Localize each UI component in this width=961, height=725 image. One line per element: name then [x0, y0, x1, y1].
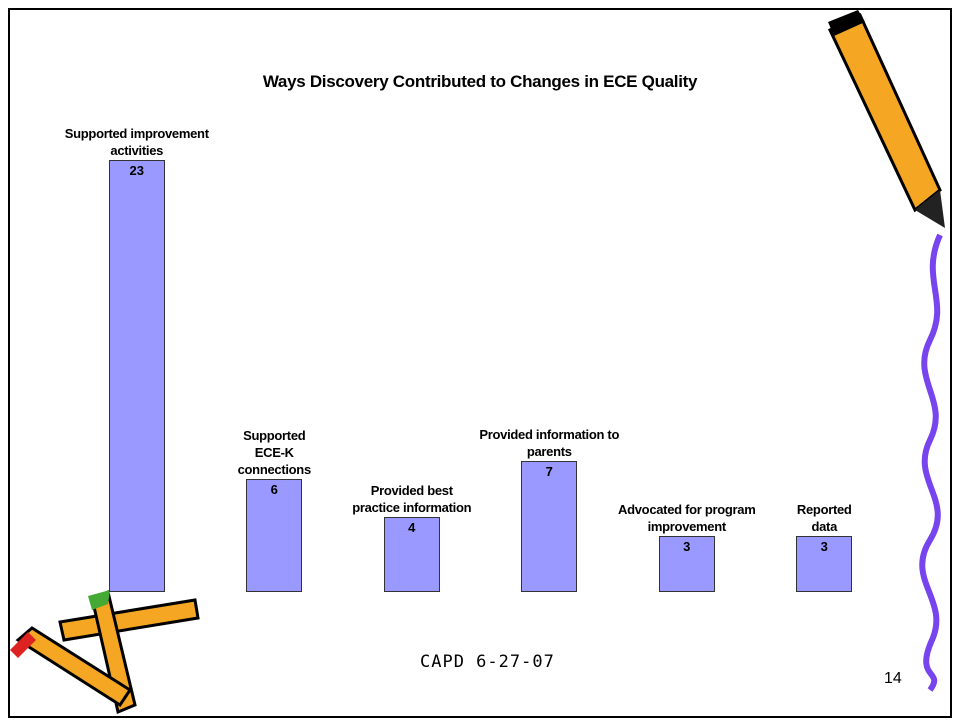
- category-label: Advocated for program improvement: [618, 501, 756, 534]
- category-label: Supported improvement activities: [64, 126, 209, 158]
- category-label: Supported ECE-K connections: [237, 428, 312, 478]
- value-label: 6: [270, 482, 278, 498]
- bar: [796, 535, 853, 592]
- category-label: Provided best practice information: [352, 482, 472, 515]
- bar: [383, 516, 440, 592]
- bar: [108, 160, 165, 592]
- slide-frame: [8, 8, 952, 718]
- bar: [658, 535, 715, 592]
- value-label: 4: [408, 519, 416, 535]
- page-number: 14: [884, 670, 902, 687]
- bar: [246, 479, 303, 592]
- category-label: Reported data: [796, 501, 852, 534]
- wavy-line: [919, 233, 943, 692]
- value-label: 3: [683, 538, 691, 554]
- pencil-top: [828, 10, 945, 228]
- category-label: Provided information to parents: [479, 426, 620, 459]
- value-label: 7: [545, 463, 553, 479]
- bar: [521, 460, 578, 592]
- chart-title: Ways Discovery Contributed to Changes in…: [262, 72, 698, 91]
- value-label: 3: [820, 538, 828, 554]
- footer: CAPD 6-27-07: [420, 652, 555, 672]
- pencils-bottom: [10, 589, 200, 715]
- value-label: 23: [129, 163, 144, 178]
